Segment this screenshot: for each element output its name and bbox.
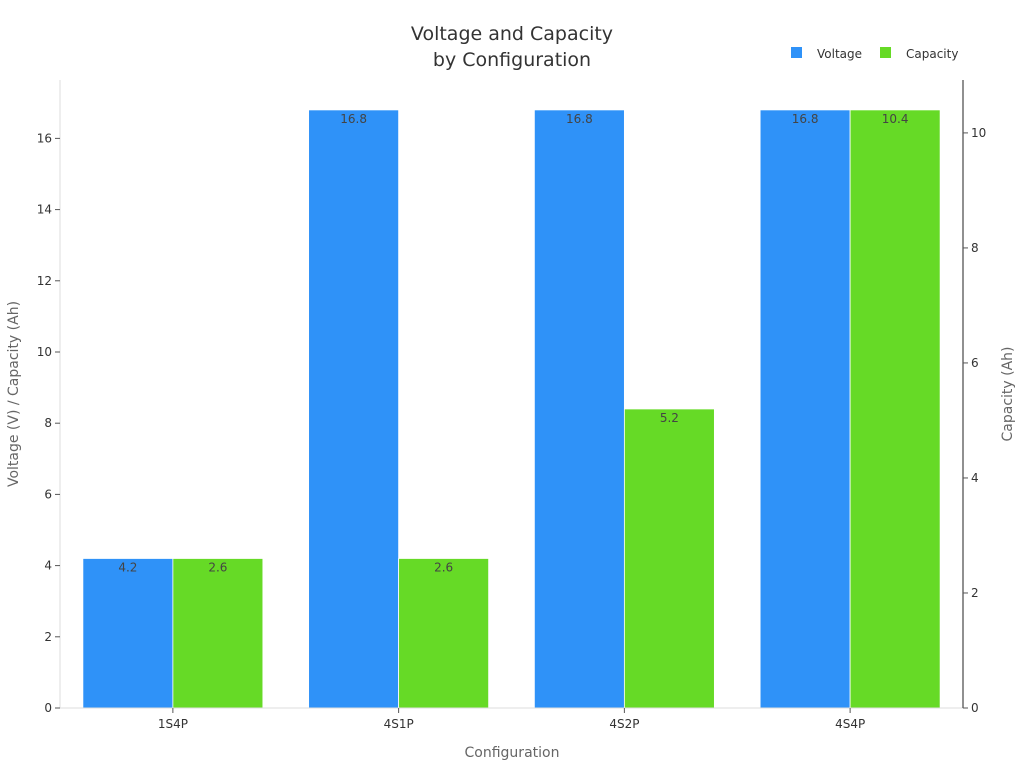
legend: Voltage Capacity [791,47,958,61]
bar-voltage-4S4P [759,109,851,709]
bar-voltage-4S2P [533,109,625,709]
y-tick-label-right: 0 [971,701,979,715]
y-axis-label-right: Capacity (Ah) [1000,346,1016,441]
y-tick-label-left: 6 [44,487,52,501]
data-label-capacity-4S1P: 2.6 [434,560,453,574]
y-tick-label-left: 2 [44,630,52,644]
y-tick-label-left: 8 [44,416,52,430]
data-label-capacity-1S4P: 2.6 [208,560,227,574]
y-tick-label-left: 10 [37,345,52,359]
y-tick-label-left: 16 [37,131,52,145]
bar-voltage-1S4P [82,558,174,709]
y-tick-label-left: 0 [44,701,52,715]
data-label-voltage-4S2P: 16.8 [566,112,593,126]
legend-label-capacity: Capacity [906,47,958,61]
bar-capacity-4S2P [623,408,715,709]
bar-capacity-4S1P [398,558,490,709]
x-axis-label: Configuration [465,745,560,761]
data-label-voltage-4S1P: 16.8 [340,112,367,126]
legend-swatch-voltage [791,47,802,58]
bar-capacity-1S4P [172,558,264,709]
chart-title-line1: Voltage and Capacity [411,23,613,45]
data-label-voltage-1S4P: 4.2 [118,560,137,574]
x-tick-label: 1S4P [158,717,188,731]
bar-capacity-4S4P [849,109,941,709]
y-tick-label-right: 2 [971,586,979,600]
data-label-capacity-4S2P: 5.2 [660,411,679,425]
legend-swatch-capacity [880,47,891,58]
y-tick-label-left: 4 [44,559,52,573]
y-tick-label-left: 12 [37,274,52,288]
chart-title-line2: by Configuration [433,49,591,71]
x-tick-label: 4S1P [384,717,414,731]
data-label-voltage-4S4P: 16.8 [792,112,819,126]
x-tick-label: 4S2P [609,717,639,731]
y-tick-label-left: 14 [37,203,52,217]
legend-label-voltage: Voltage [817,47,862,61]
x-tick-label: 4S4P [835,717,865,731]
y-tick-label-right: 8 [971,241,979,255]
y-tick-label-right: 10 [971,126,986,140]
y-tick-label-right: 4 [971,471,979,485]
y-axis-label-left: Voltage (V) / Capacity (Ah) [6,301,22,487]
y-tick-label-right: 6 [971,356,979,370]
data-label-capacity-4S4P: 10.4 [882,112,909,126]
bar-voltage-4S1P [308,109,400,709]
